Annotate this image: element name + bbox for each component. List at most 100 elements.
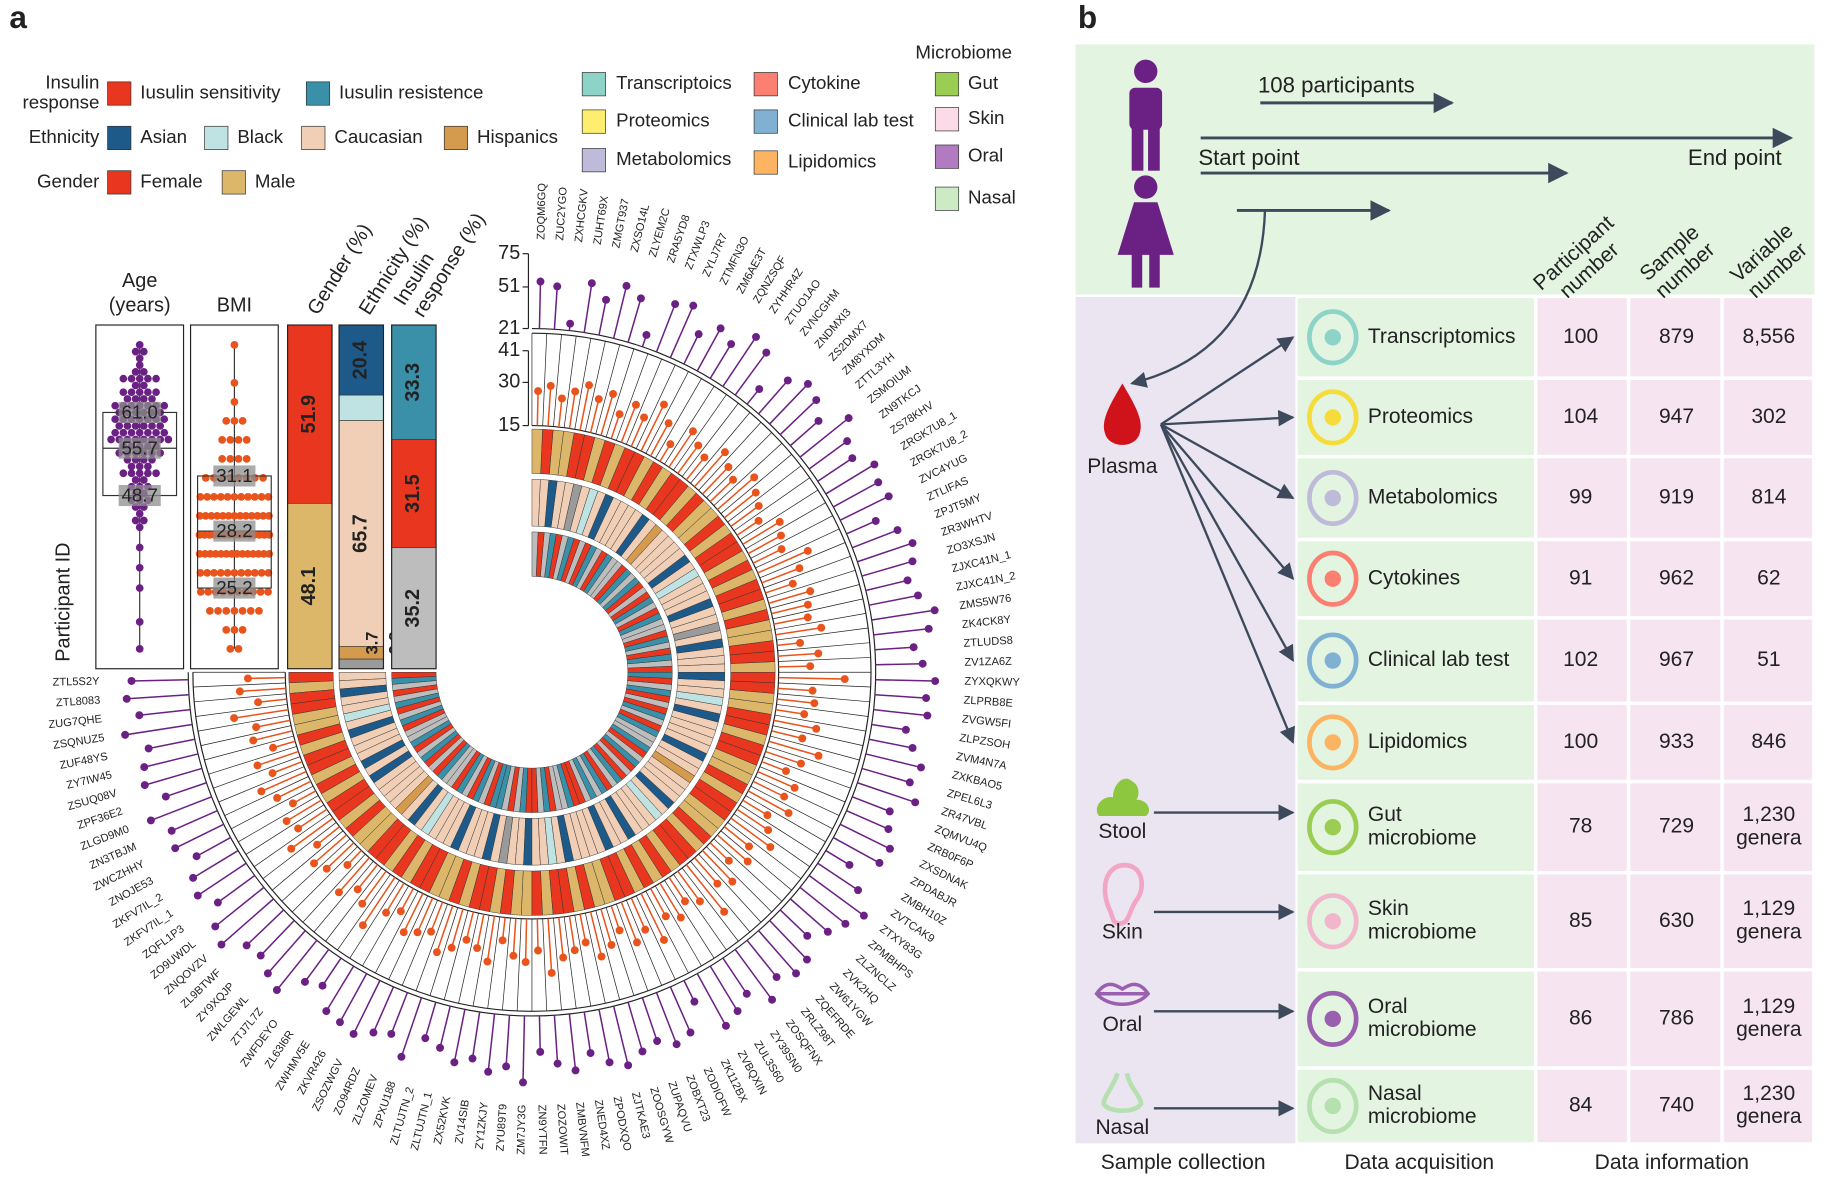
lollipop-stem [290, 817, 334, 850]
legend-label: Hispanics [477, 126, 558, 147]
omics-icon [1307, 714, 1359, 771]
lollipop-dot [930, 606, 939, 615]
flow-arrow [1159, 423, 1295, 662]
track-spoke [563, 916, 577, 1009]
beeswarm-dot [164, 435, 173, 444]
track-spoke [615, 353, 649, 441]
lollipop-stem [125, 723, 193, 736]
lollipop-stem [649, 422, 670, 457]
lollipop-dot [349, 1029, 358, 1038]
participant-id: ZLPRB8E [963, 694, 1013, 709]
lollipop-stem [861, 767, 911, 784]
source-label: Skin [1102, 921, 1143, 944]
stacked-bar [338, 394, 384, 421]
lollipop-stem [769, 920, 808, 961]
lollipop-dot [745, 842, 753, 851]
axis-tick-label: 41 [498, 339, 520, 361]
lollipop-dot [768, 995, 777, 1004]
lollipop-stem [655, 992, 678, 1045]
lollipop-stem [239, 687, 286, 693]
lollipop-stem [630, 417, 645, 447]
quartile-label-bg [213, 520, 256, 542]
lollipop-stem [583, 1011, 592, 1054]
beeswarm-dot [135, 509, 144, 518]
participant-id: ZTLUDS8 [963, 635, 1013, 650]
lollipop-dot [905, 778, 914, 787]
lollipop-stem [487, 1013, 496, 1072]
lollipop-stem [730, 817, 771, 848]
beeswarm-dot [119, 374, 128, 383]
cell-value: 729 [1659, 815, 1694, 838]
lollipop-dot [845, 860, 854, 869]
participant-id: ZUF48YS [59, 751, 109, 772]
lollipop-dot [193, 891, 202, 900]
lollipop-dot [252, 723, 261, 732]
participant-id: ZM7JY3G [515, 1105, 528, 1155]
lollipop-stem [568, 1013, 577, 1071]
lollipop-dot [917, 763, 925, 772]
lollipop-stem [716, 834, 749, 863]
lollipop-stem [747, 534, 782, 555]
lollipop-stem [486, 915, 496, 962]
lollipop-stem [217, 874, 256, 904]
beeswarm-dot [226, 645, 235, 653]
lollipop-dot [358, 921, 367, 930]
lollipop-dot [724, 856, 733, 865]
beeswarm-dot [265, 550, 274, 558]
beeswarm-dot [242, 455, 251, 463]
axis-tick-label: 15 [498, 414, 520, 436]
beeswarm-dot [210, 569, 218, 577]
column-footer: Data information [1595, 1151, 1749, 1174]
lollipop-stem [799, 417, 850, 458]
lollipop-stem [723, 492, 757, 519]
lollipop-stem [471, 1011, 481, 1059]
cell-value: 84 [1569, 1094, 1593, 1117]
stacked-bar [391, 324, 437, 440]
cell-value: 962 [1659, 566, 1694, 589]
track-spoke [770, 735, 860, 761]
lollipop-dot [823, 927, 832, 936]
lollipop-dot [924, 624, 933, 633]
lollipop-stem [220, 898, 275, 946]
panel-title: (years) [109, 295, 171, 317]
track-spoke [254, 813, 331, 868]
track-spoke [770, 584, 860, 609]
lollipop-stem [390, 992, 409, 1035]
lollipop-stem [773, 616, 808, 625]
cell-value: genera [1736, 826, 1802, 849]
lollipop-dot [547, 968, 556, 977]
row-name: Cytokines [1368, 566, 1460, 589]
lollipop-dot [671, 300, 680, 309]
lollipop-dot [256, 951, 265, 960]
beeswarm-dot [230, 417, 239, 425]
beeswarm-dot [135, 469, 144, 478]
ring-cell [531, 428, 543, 474]
track-spoke [615, 903, 649, 991]
legend-title: Gender [37, 170, 99, 191]
lollipop-dot [772, 973, 781, 982]
cell-value: 62 [1757, 566, 1780, 589]
track-spoke [626, 900, 663, 986]
lollipop-dot [721, 1021, 730, 1030]
participant-id: ZNED4XZ [592, 1099, 612, 1151]
lollipop-dot [908, 557, 917, 566]
beeswarm-dot [264, 493, 273, 501]
lollipop-stem [874, 646, 914, 651]
lollipop-stem [775, 626, 822, 636]
beeswarm-dot [256, 588, 265, 596]
lollipop-stem [832, 481, 879, 508]
lollipop-stem [874, 693, 927, 699]
lollipop-dot [859, 911, 868, 920]
cell-value: 740 [1659, 1094, 1694, 1117]
lollipop-stem [439, 1005, 451, 1049]
bar-frame [287, 324, 333, 670]
legend-swatch [934, 72, 960, 97]
lollipop-dot [140, 763, 149, 772]
beeswarm-dot [144, 388, 152, 397]
lollipop-stem [126, 693, 190, 700]
track-spoke [193, 682, 286, 688]
lollipop-stem [641, 997, 658, 1042]
beeswarm-dot [135, 388, 144, 397]
track-spoke [595, 910, 621, 1000]
lollipop-stem [627, 298, 642, 343]
